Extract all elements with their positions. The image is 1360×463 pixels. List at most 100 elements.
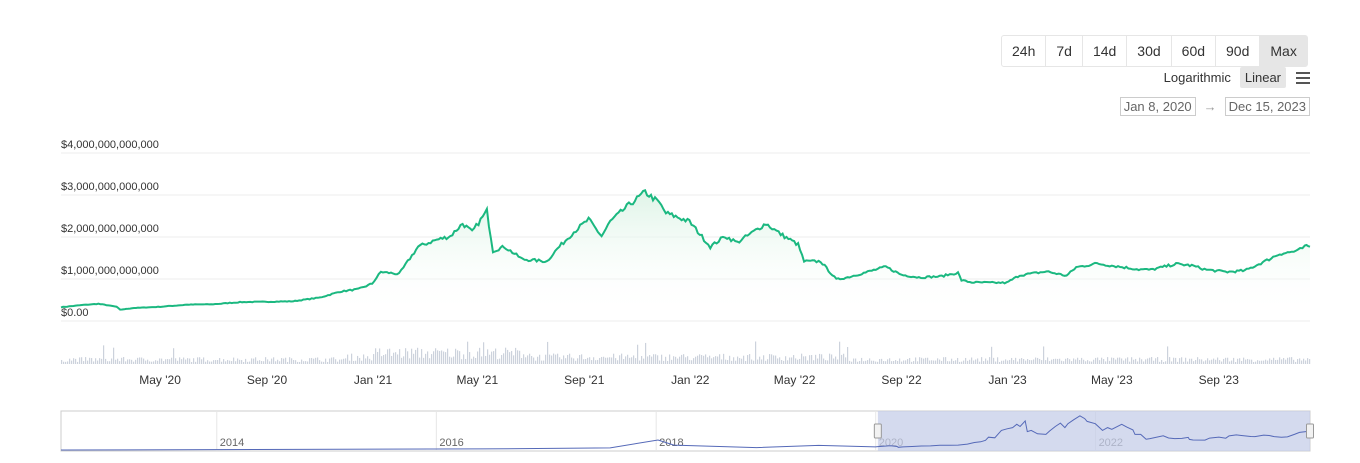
volume-bar xyxy=(203,357,205,364)
volume-bar xyxy=(75,358,77,364)
range-button-24h[interactable]: 24h xyxy=(1012,43,1036,59)
volume-bar xyxy=(947,361,949,364)
volume-bar xyxy=(561,359,563,364)
volume-bar xyxy=(579,355,581,364)
volume-bar xyxy=(325,358,327,364)
range-button-max[interactable]: Max xyxy=(1259,36,1307,66)
volume-bar xyxy=(837,359,839,364)
volume-bar xyxy=(969,359,971,364)
volume-bar xyxy=(107,361,109,364)
volume-bar xyxy=(1073,358,1075,364)
volume-bar xyxy=(1151,357,1153,364)
navigator-handle-left[interactable] xyxy=(873,423,882,439)
range-button-14d[interactable]: 14d xyxy=(1081,36,1126,66)
volume-bar xyxy=(1239,358,1241,364)
logarithmic-button[interactable]: Logarithmic xyxy=(1163,70,1231,85)
volume-bar xyxy=(1047,357,1049,364)
volume-bar xyxy=(81,357,83,364)
navigator-selection[interactable] xyxy=(877,411,1310,451)
volume-bar xyxy=(1035,357,1037,364)
volume-bar xyxy=(1145,359,1147,364)
volume-bar xyxy=(239,359,241,364)
volume-bar xyxy=(267,359,269,364)
volume-bar xyxy=(867,360,869,364)
volume-bar xyxy=(727,360,729,364)
volume-bar xyxy=(145,360,147,364)
volume-bar xyxy=(1303,358,1305,364)
volume-bar xyxy=(293,359,295,364)
volume-bar xyxy=(387,349,389,364)
volume-bar xyxy=(395,352,397,364)
volume-bar xyxy=(247,361,249,364)
volume-bar xyxy=(717,356,719,364)
volume-bar xyxy=(1055,358,1057,364)
volume-bar xyxy=(275,361,277,364)
volume-bar xyxy=(233,357,235,364)
volume-bar xyxy=(735,360,737,364)
volume-bar xyxy=(131,359,133,364)
volume-bar xyxy=(1299,358,1301,364)
volume-bar xyxy=(401,357,403,364)
volume-bar xyxy=(573,358,575,364)
volume-bar xyxy=(373,354,375,364)
date-to-input[interactable]: Dec 15, 2023 xyxy=(1224,97,1310,116)
range-button-60d[interactable]: 60d xyxy=(1170,36,1215,66)
volume-bar xyxy=(281,358,283,364)
volume-bar xyxy=(143,358,145,364)
navigator-handle-right[interactable] xyxy=(1306,423,1314,439)
volume-bar xyxy=(767,359,769,364)
volume-bar xyxy=(791,357,793,364)
volume-bar xyxy=(1121,358,1123,364)
volume-bar xyxy=(541,360,543,364)
range-button-90d[interactable]: 90d xyxy=(1215,36,1259,66)
volume-bar xyxy=(477,351,479,364)
hamburger-menu-icon[interactable] xyxy=(1296,69,1310,87)
linear-button[interactable]: Linear xyxy=(1239,67,1286,88)
volume-bar xyxy=(1289,357,1291,364)
volume-bar xyxy=(447,348,449,364)
volume-bar xyxy=(751,359,753,364)
volume-bar xyxy=(1083,359,1085,364)
volume-bar xyxy=(69,358,71,364)
volume-bar xyxy=(507,349,509,364)
volume-bar xyxy=(571,357,573,364)
volume-bar xyxy=(881,358,883,364)
volume-bar xyxy=(971,357,973,364)
volume-bar xyxy=(341,359,343,364)
x-tick-label: May '23 xyxy=(1091,373,1133,387)
navigator: 20142016201820202022 xyxy=(60,410,1314,452)
volume-bar xyxy=(1191,358,1193,364)
volume-bar xyxy=(877,361,879,364)
volume-bar xyxy=(663,360,665,364)
date-from-input[interactable]: Jan 8, 2020 xyxy=(1119,97,1196,116)
volume-bar xyxy=(1153,360,1155,364)
volume-bar xyxy=(1099,360,1101,364)
volume-bar xyxy=(853,358,855,364)
volume-bar xyxy=(1229,361,1231,364)
volume-bar xyxy=(443,351,445,364)
volume-bar xyxy=(593,357,595,364)
volume-bar xyxy=(97,360,99,364)
volume-bar xyxy=(435,348,437,364)
volume-bar xyxy=(345,358,347,364)
range-button-7d[interactable]: 7d xyxy=(1045,36,1082,66)
volume-bar xyxy=(839,341,841,364)
volume-bar xyxy=(845,357,847,364)
volume-bar xyxy=(1269,358,1271,364)
volume-bar xyxy=(519,350,521,364)
volume-bar xyxy=(1273,357,1275,364)
volume-bar xyxy=(875,361,877,364)
volume-bar xyxy=(311,357,313,364)
navigator-tick-label: 2018 xyxy=(659,437,683,449)
volume-bar xyxy=(549,354,551,364)
volume-bar xyxy=(729,355,731,364)
volume-bar xyxy=(1109,360,1111,364)
volume-bar xyxy=(929,360,931,364)
range-button-30d[interactable]: 30d xyxy=(1126,36,1170,66)
volume-bar xyxy=(153,361,155,364)
volume-bar xyxy=(1223,358,1225,364)
volume-bar xyxy=(457,350,459,364)
volume-bar xyxy=(381,356,383,364)
x-tick-label: May '20 xyxy=(139,373,181,387)
volume-bar xyxy=(261,360,263,364)
